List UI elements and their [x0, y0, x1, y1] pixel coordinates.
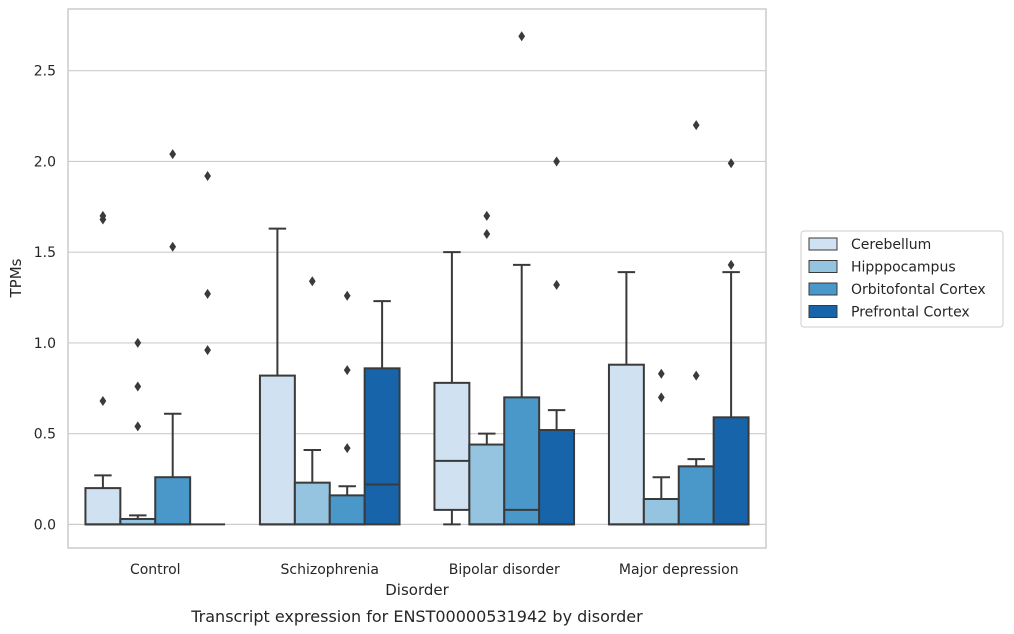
box-body: [607, 363, 645, 526]
box-body: [293, 481, 331, 526]
box-body: [677, 465, 715, 526]
box-hipppocampus: [293, 276, 331, 526]
box-body: [433, 381, 471, 511]
box-hipppocampus: [642, 368, 680, 526]
x-tick-label: Schizophrenia: [281, 562, 379, 578]
box-body: [503, 396, 541, 526]
box-prefrontal-cortex: [712, 158, 750, 526]
outlier-point: [169, 149, 177, 160]
outlier-point: [657, 392, 665, 403]
outlier-point: [343, 290, 351, 301]
box-body: [468, 443, 506, 526]
outlier-point: [343, 443, 351, 454]
legend-label: Hipppocampus: [851, 260, 956, 276]
outlier-point: [553, 279, 560, 290]
outlier-point: [727, 158, 735, 169]
chart-caption: Transcript expression for ENST0000053194…: [190, 607, 643, 626]
y-tick-label: 2.5: [34, 64, 56, 80]
outlier-point: [134, 337, 142, 348]
outlier-point: [692, 120, 700, 131]
box-body: [258, 374, 296, 526]
x-tick-label: Major depression: [619, 562, 739, 578]
legend-label: Prefrontal Cortex: [851, 305, 970, 321]
x-tick-label: Control: [130, 562, 181, 578]
outlier-point: [204, 345, 211, 356]
legend-swatch: [808, 305, 838, 318]
box-orbitofontal-cortex: [677, 120, 715, 526]
outlier-point: [204, 288, 211, 299]
box-prefrontal-cortex: [538, 156, 576, 526]
outlier-point: [483, 229, 491, 240]
box-prefrontal-cortex: [190, 170, 226, 526]
x-tick-labels: Control Schizophrenia Bipolar disorder Majo…: [130, 562, 739, 578]
outlier-point: [308, 276, 316, 287]
outlier-point: [99, 396, 107, 406]
box-orbitofontal-cortex: [154, 149, 192, 526]
box-plot-series: [84, 31, 750, 526]
y-tick-label: 2.0: [34, 154, 56, 170]
box-orbitofontal-cortex: [503, 31, 541, 526]
box-body: [642, 498, 680, 526]
outlier-point: [727, 259, 735, 270]
outlier-point: [169, 241, 177, 252]
outlier-point: [692, 370, 700, 381]
box-prefrontal-cortex: [363, 300, 401, 526]
box-orbitofontal-cortex: [328, 290, 366, 526]
outlier-point: [518, 31, 526, 42]
outlier-point: [657, 368, 665, 379]
box-hipppocampus: [468, 210, 506, 526]
y-tick-label: 1.0: [34, 336, 56, 352]
y-tick-labels: 0.0 0.5 1.0 1.5 2.0 2.5: [34, 64, 56, 534]
legend-swatch: [808, 260, 838, 273]
outlier-point: [134, 381, 142, 392]
outlier-point: [99, 210, 107, 221]
box-body: [363, 367, 401, 526]
y-tick-label: 0.5: [34, 427, 56, 443]
legend-swatch: [808, 237, 838, 251]
box-body: [538, 429, 576, 526]
x-axis-label: Disorder: [385, 581, 449, 599]
outlier-point: [204, 170, 211, 181]
outlier-point: [553, 156, 560, 167]
outlier-point: [483, 210, 491, 221]
legend-label: Orbitofontal Cortex: [851, 282, 986, 298]
box-hipppocampus: [119, 337, 157, 526]
legend-swatch: [808, 282, 838, 296]
x-tick-label: Bipolar disorder: [449, 562, 560, 578]
y-tick-label: 0.0: [34, 517, 56, 533]
box-cerebellum: [607, 271, 645, 526]
y-axis-label: TPMs: [7, 258, 25, 298]
box-cerebellum: [433, 251, 471, 526]
box-cerebellum: [84, 210, 122, 526]
outlier-point: [343, 365, 351, 376]
legend-frame: [800, 230, 1004, 328]
box-body: [84, 487, 122, 526]
box-body: [712, 416, 750, 526]
outlier-point: [134, 421, 142, 432]
y-tick-label: 1.5: [34, 245, 56, 261]
box-body: [154, 476, 192, 526]
legend: Cerebellum Hipppocampus Orbitofontal Corte…: [800, 230, 1004, 328]
legend-label: Cerebellum: [851, 237, 931, 253]
box-body: [328, 494, 366, 526]
box-cerebellum: [258, 227, 296, 526]
plot-area-frame: [67, 8, 767, 549]
